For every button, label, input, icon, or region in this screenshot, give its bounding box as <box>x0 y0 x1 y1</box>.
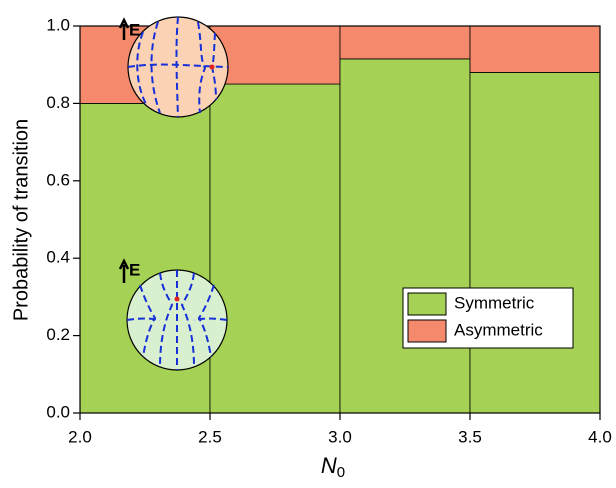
x-tick-label: 3.0 <box>328 427 352 446</box>
x-tick-label: 2.5 <box>198 427 222 446</box>
legend: Symmetric Asymmetric <box>402 287 574 349</box>
x-tick-label: 4.0 <box>588 427 612 446</box>
y-tick-label: 0.2 <box>46 325 70 344</box>
bar <box>469 25 601 73</box>
y-tick-label: 0.0 <box>46 402 70 421</box>
bars <box>79 25 601 414</box>
legend-swatch <box>407 319 447 343</box>
bar <box>339 58 471 414</box>
legend-label: Asymmetric <box>454 320 543 339</box>
x-axis-label-main: N <box>321 453 337 478</box>
inset-symmetric <box>118 258 228 371</box>
inset-asymmetric <box>118 16 229 118</box>
y-axis-label: Probability of transition <box>10 119 32 321</box>
y-tick-label: 0.8 <box>46 93 70 112</box>
y-tick-label: 0.6 <box>46 170 70 189</box>
bar <box>339 25 471 60</box>
bar <box>469 72 601 414</box>
x-tick-label: 2.0 <box>68 427 92 446</box>
field-label: E <box>129 260 140 279</box>
x-tick-label: 3.5 <box>458 427 482 446</box>
y-tick-label: 1.0 <box>46 15 70 34</box>
field-label: E <box>129 20 140 39</box>
legend-swatch <box>407 292 447 316</box>
bar <box>209 83 341 414</box>
legend-label: Symmetric <box>454 293 535 312</box>
bar <box>209 25 341 85</box>
x-axis-label: N0 <box>321 453 345 481</box>
x-axis-label-subscript: 0 <box>337 464 345 481</box>
y-tick-label: 0.4 <box>46 248 70 267</box>
